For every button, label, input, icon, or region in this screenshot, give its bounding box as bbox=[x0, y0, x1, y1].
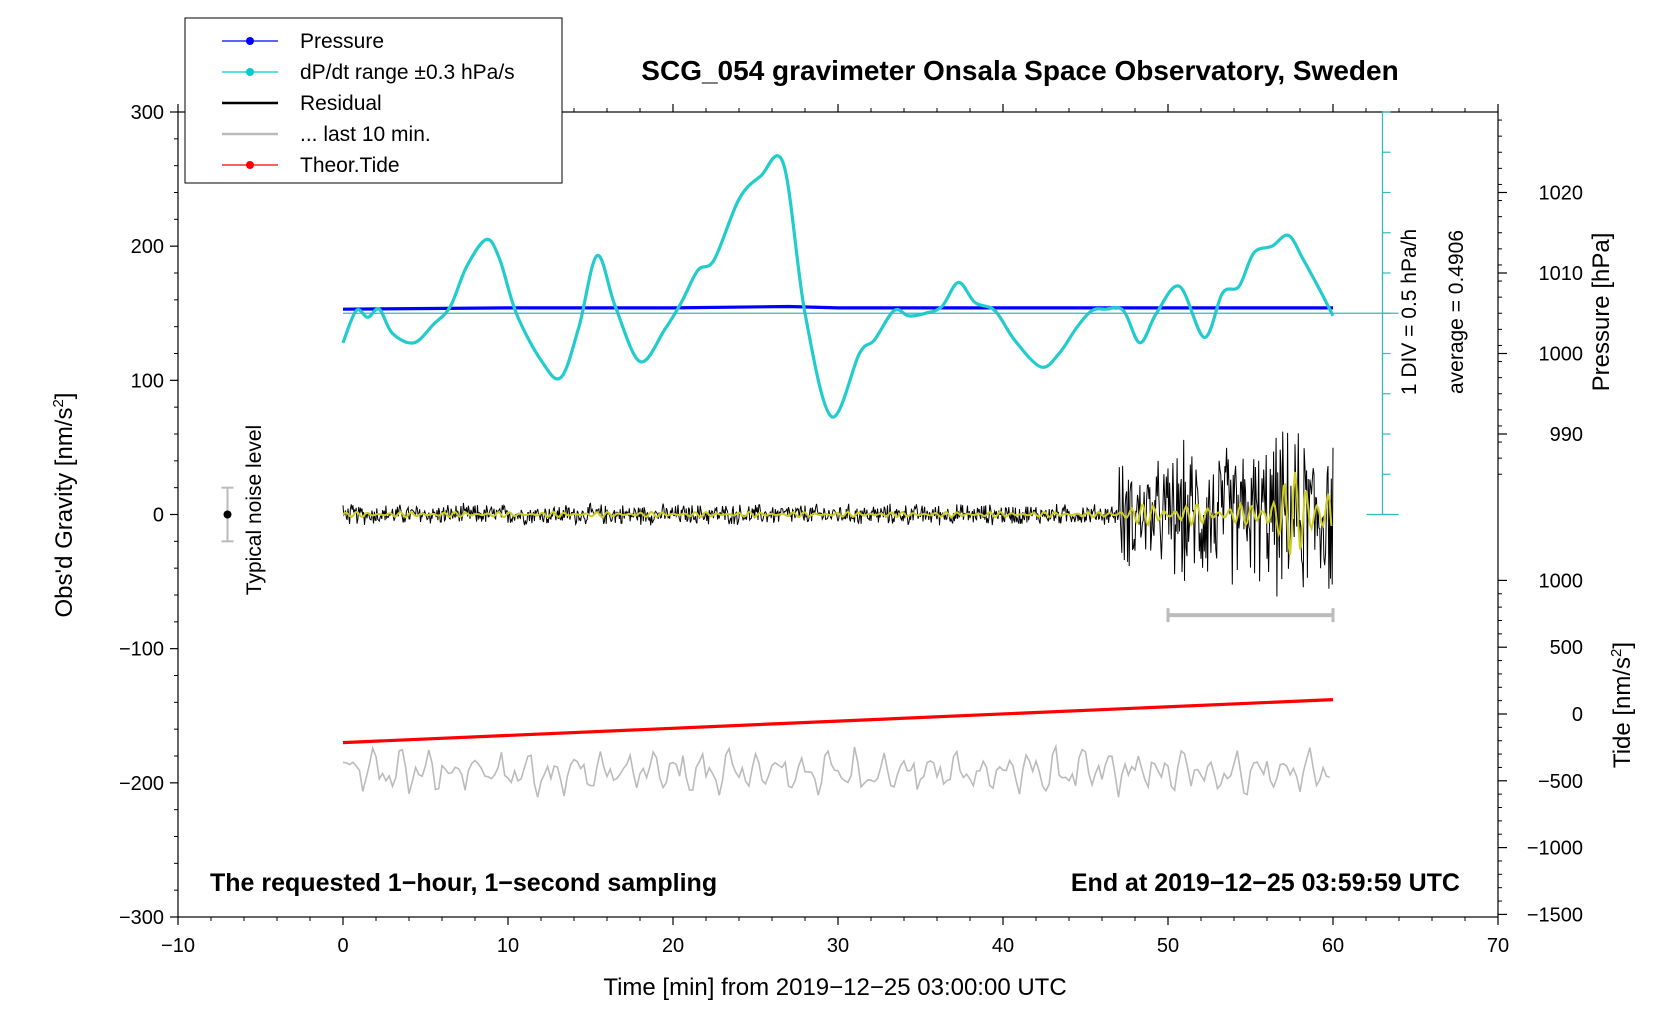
legend: Pressure dP/dt range ±0.3 hPa/s Residual..… bbox=[184, 17, 563, 184]
x-tick-label: 40 bbox=[992, 935, 1014, 957]
legend-label: Theor.Tide bbox=[300, 154, 400, 177]
noise-level-label: Typical noise level bbox=[243, 425, 266, 595]
legend-box bbox=[184, 17, 563, 184]
x-tick-label: 70 bbox=[1487, 935, 1509, 957]
x-tick-label: 30 bbox=[827, 935, 849, 957]
tide-axis-label-text: Tide [nm/s bbox=[1609, 657, 1636, 768]
y-axis-label-left-end: ] bbox=[51, 393, 78, 400]
legend-marker bbox=[246, 37, 254, 45]
pressure-axis-label: Pressure [hPa] bbox=[1588, 233, 1615, 392]
series-group bbox=[341, 154, 1335, 798]
pressure-tick-label: 990 bbox=[1550, 424, 1583, 446]
y-axis-label-left: Obs'd Gravity [nm/s2] bbox=[50, 393, 78, 618]
legend-label: dP/dt range ±0.3 hPa/s bbox=[300, 61, 515, 84]
annotations-group bbox=[221, 111, 1399, 623]
dpdt-line bbox=[341, 154, 1335, 419]
y-tick-label: 100 bbox=[131, 370, 164, 392]
last-10-min-trace bbox=[342, 743, 1330, 798]
y-tick-label: −200 bbox=[119, 773, 164, 795]
y-axis-label-left-sup: 2 bbox=[50, 399, 67, 407]
smoothed-residual-trace bbox=[342, 471, 1333, 556]
x-tick-label: 0 bbox=[337, 935, 348, 957]
noise-point bbox=[223, 510, 232, 519]
y-axis-label-left-text: Obs'd Gravity [nm/s bbox=[51, 408, 78, 618]
axes-group: −10 0 10 20 30 40 50 60 703002001000−100−200−300… bbox=[119, 102, 1583, 957]
pressure-tick-label: 1010 bbox=[1539, 263, 1584, 285]
legend-label: Pressure bbox=[300, 30, 384, 53]
tide-tick-label: −1500 bbox=[1527, 904, 1583, 926]
residual-trace bbox=[342, 431, 1334, 597]
tide-axis-label-sup: 2 bbox=[1608, 649, 1625, 657]
tide-tick-label: 0 bbox=[1572, 704, 1583, 726]
x-tick-label: 50 bbox=[1157, 935, 1179, 957]
legend-marker bbox=[246, 161, 254, 169]
scale-bar-label: 1 DIV = 0.5 hPa/h bbox=[1398, 229, 1421, 395]
legend-label: ... last 10 min. bbox=[300, 123, 431, 146]
tide-axis-label-end: ] bbox=[1609, 642, 1636, 649]
tide-tick-label: 500 bbox=[1550, 637, 1583, 659]
tide-axis-label: Tide [nm/s2] bbox=[1608, 642, 1636, 768]
tide-tick-label: −1000 bbox=[1527, 838, 1583, 860]
chart-title: SCG_054 gravimeter Onsala Space Observat… bbox=[641, 55, 1398, 86]
pressure-tick-label: 1000 bbox=[1539, 344, 1584, 366]
x-tick-label: −10 bbox=[161, 935, 195, 957]
tide-tick-label: −500 bbox=[1538, 771, 1583, 793]
y-tick-label: 300 bbox=[131, 102, 164, 124]
y-tick-label: −300 bbox=[119, 907, 164, 929]
average-label: average = 0.4906 bbox=[1445, 230, 1468, 394]
y-tick-label: −100 bbox=[119, 639, 164, 661]
x-tick-label: 60 bbox=[1322, 935, 1344, 957]
y-tick-label: 200 bbox=[131, 236, 164, 258]
tide-tick-label: 1000 bbox=[1539, 570, 1584, 592]
sampling-note: The requested 1−hour, 1−second sampling bbox=[210, 869, 717, 897]
x-axis-label: Time [min] from 2019−12−25 03:00:00 UTC bbox=[603, 974, 1066, 1001]
x-tick-label: 10 bbox=[497, 935, 519, 957]
y-tick-label: 0 bbox=[153, 505, 164, 527]
theoretical-tide-line bbox=[342, 698, 1334, 745]
end-time-note: End at 2019−12−25 03:59:59 UTC bbox=[1071, 869, 1460, 897]
x-tick-label: 20 bbox=[662, 935, 684, 957]
pressure-tick-label: 1020 bbox=[1539, 183, 1584, 205]
legend-marker bbox=[246, 68, 254, 76]
legend-label: Residual bbox=[300, 92, 382, 115]
pressure-line bbox=[342, 304, 1333, 311]
